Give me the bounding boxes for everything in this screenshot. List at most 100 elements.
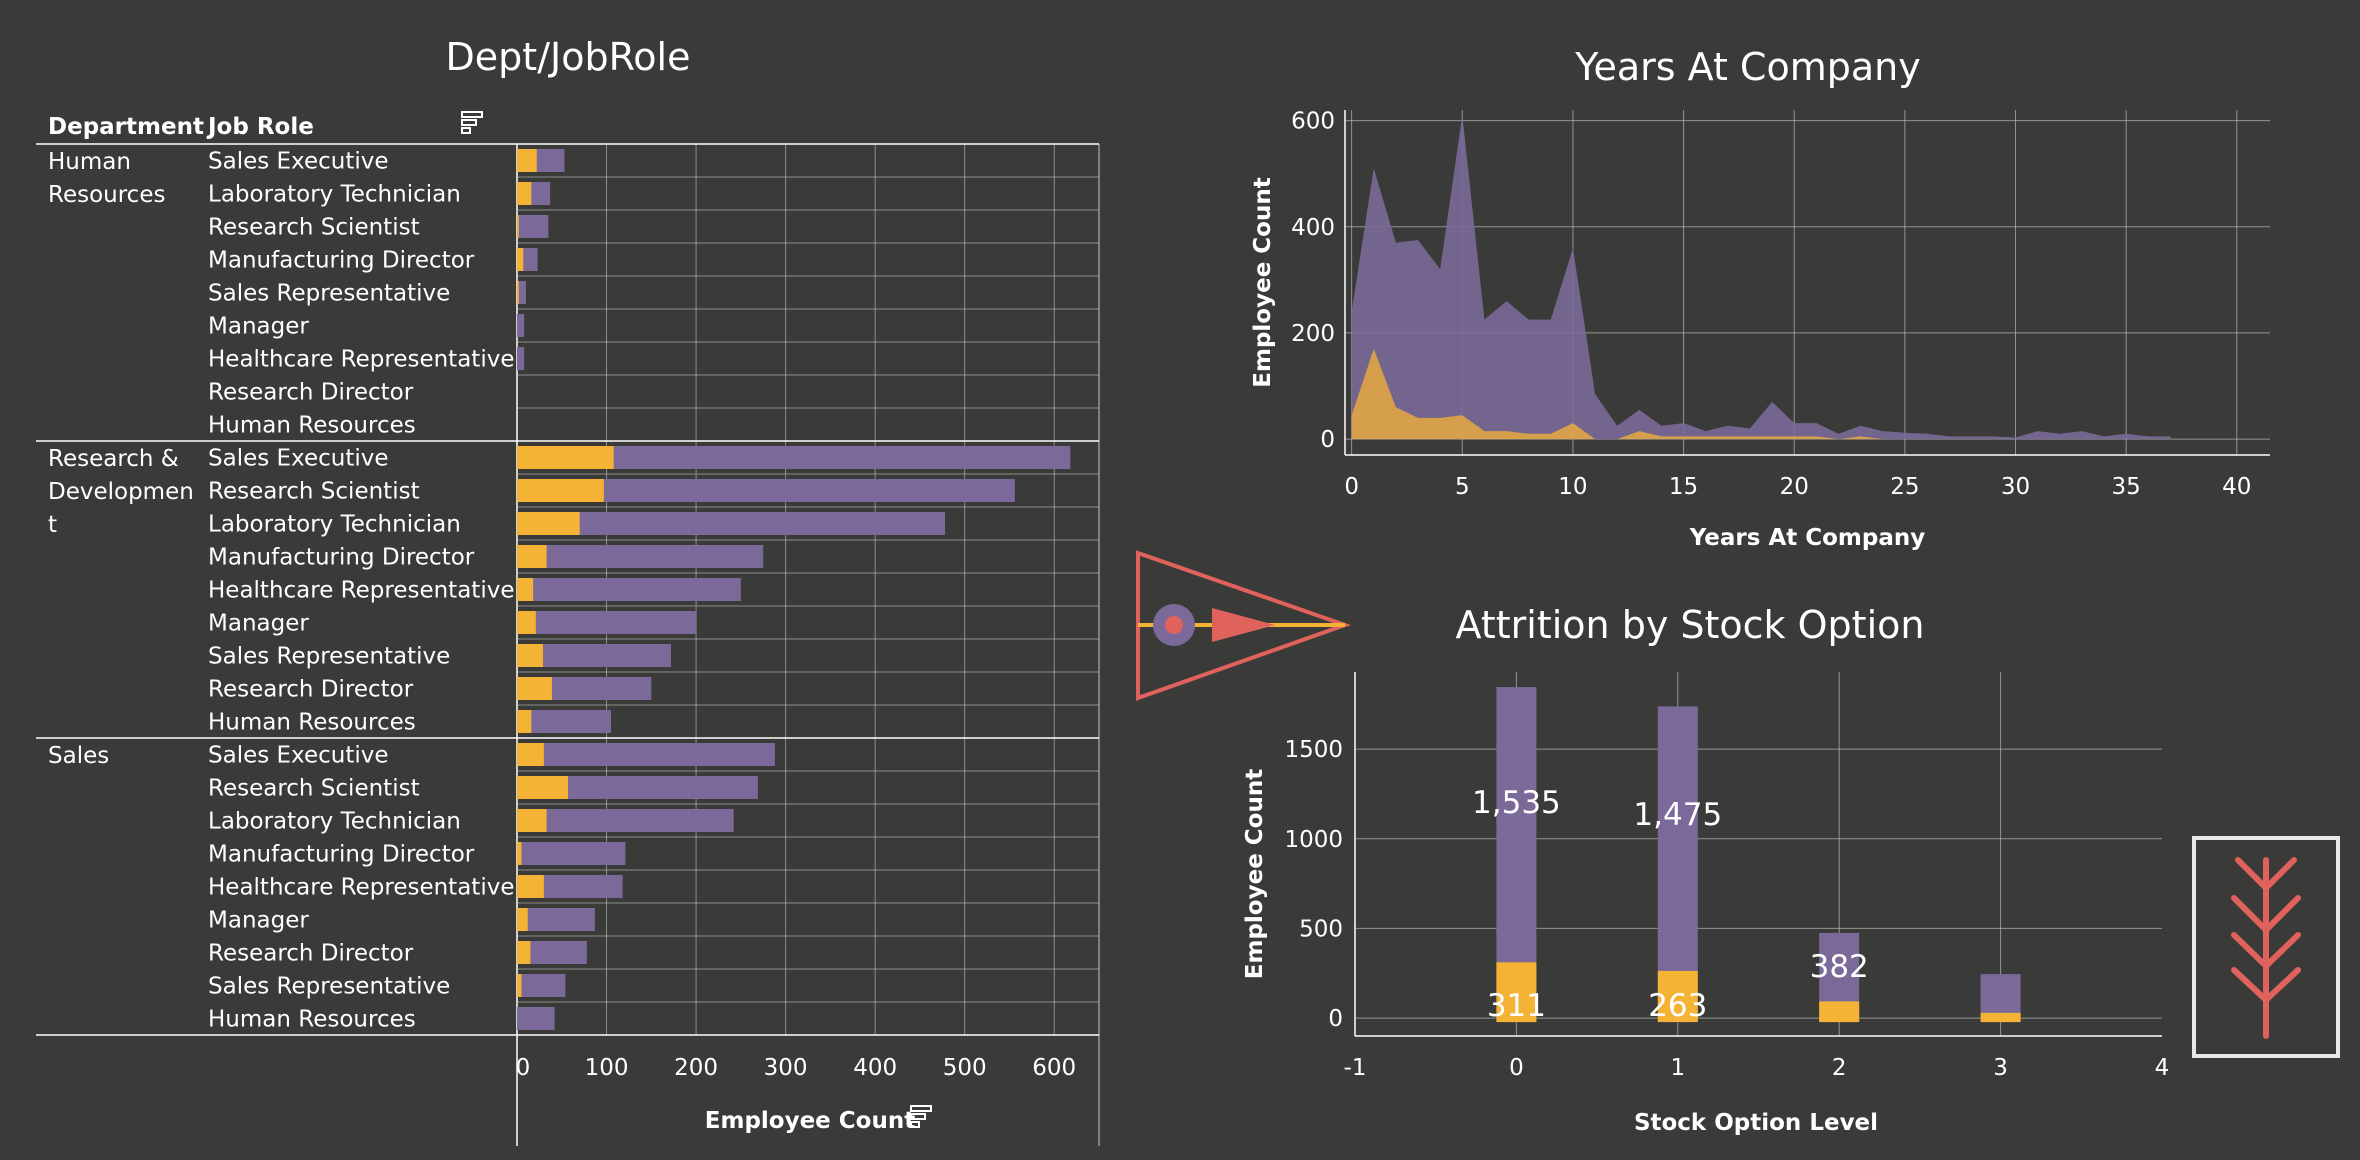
dept-total-bar[interactable] bbox=[517, 908, 595, 931]
dept-total-bar[interactable] bbox=[517, 545, 764, 568]
dept-attrited-bar[interactable] bbox=[517, 710, 532, 733]
dept-total-bar[interactable] bbox=[517, 446, 1071, 469]
stock-attrited-bar[interactable] bbox=[1980, 1012, 2021, 1023]
stock-total-data-label: 1,535 bbox=[1472, 785, 1561, 821]
job-role-label: Manufacturing Director bbox=[208, 248, 475, 274]
job-role-column-header[interactable]: Job Role bbox=[206, 114, 314, 140]
years-y-tick-label: 200 bbox=[1291, 321, 1335, 347]
job-role-label: Manufacturing Director bbox=[208, 545, 475, 571]
dept-attrited-bar[interactable] bbox=[517, 743, 544, 766]
dept-total-bar[interactable] bbox=[517, 743, 775, 766]
job-role-label: Laboratory Technician bbox=[208, 512, 461, 538]
dept-attrited-bar[interactable] bbox=[517, 512, 580, 535]
stock-x-axis-label: Stock Option Level bbox=[1634, 1110, 1878, 1136]
stock-bar-plot: -1 0 1 2 3 40500100015001,5353111,475263382St… bbox=[1242, 672, 2169, 1136]
years-y-tick-label: 400 bbox=[1291, 215, 1335, 241]
stock-attrited-bar[interactable] bbox=[1496, 962, 1537, 1023]
dept-total-bar[interactable] bbox=[517, 710, 612, 733]
dept-total-bar[interactable] bbox=[517, 809, 734, 832]
dept-x-tick-label: 300 bbox=[764, 1055, 808, 1081]
job-role-label: Research Scientist bbox=[208, 479, 420, 505]
stock-x-tick-label: -1 bbox=[1344, 1055, 1367, 1081]
job-role-label: Manufacturing Director bbox=[208, 842, 475, 868]
dept-attrited-bar[interactable] bbox=[517, 215, 519, 238]
dept-total-bar[interactable] bbox=[517, 941, 587, 964]
dept-attrited-bar[interactable] bbox=[517, 974, 522, 997]
years-x-tick-label: 25 bbox=[1890, 474, 1919, 500]
dept-x-tick-label: 400 bbox=[853, 1055, 897, 1081]
dept-attrited-bar[interactable] bbox=[517, 182, 532, 205]
job-role-label: Sales Representative bbox=[208, 974, 450, 1000]
dept-attrited-bar[interactable] bbox=[517, 149, 537, 172]
dept-total-bar[interactable] bbox=[517, 611, 697, 634]
years-panel: Years At Company 0 5 10 15 20 25 30 35 400200400… bbox=[1250, 45, 2270, 551]
years-area-attrited[interactable] bbox=[1351, 348, 2171, 440]
stock-attrited-bar[interactable] bbox=[1657, 970, 1698, 1023]
stock-total-bar[interactable] bbox=[1657, 706, 1698, 1023]
dept-attrited-bar[interactable] bbox=[517, 809, 547, 832]
years-x-tick-label: 5 bbox=[1455, 474, 1470, 500]
dept-total-bar[interactable] bbox=[517, 314, 525, 337]
job-role-label: Research Scientist bbox=[208, 776, 420, 802]
stock-panel: Attrition by Stock Option -1 0 1 2 3 40500100… bbox=[1242, 603, 2169, 1136]
dept-total-bar[interactable] bbox=[517, 215, 549, 238]
dept-attrited-bar[interactable] bbox=[517, 446, 614, 469]
years-x-tick-label: 10 bbox=[1558, 474, 1587, 500]
dept-total-bar[interactable] bbox=[517, 281, 526, 304]
job-role-label: Manager bbox=[208, 611, 309, 637]
tree-logo-icon bbox=[2192, 836, 2340, 1058]
years-x-tick-label: 30 bbox=[2001, 474, 2030, 500]
sort-icon[interactable] bbox=[910, 1105, 932, 1128]
dept-total-bar[interactable] bbox=[517, 512, 945, 535]
dept-attrited-bar[interactable] bbox=[517, 941, 531, 964]
stock-x-tick-label: 2 bbox=[1832, 1055, 1847, 1081]
job-role-label: Research Director bbox=[208, 380, 414, 406]
dept-total-bar[interactable] bbox=[517, 842, 626, 865]
dept-attrited-bar[interactable] bbox=[517, 644, 543, 667]
job-role-label: Research Director bbox=[208, 677, 414, 703]
dept-total-bar[interactable] bbox=[517, 974, 566, 997]
job-role-label: Laboratory Technician bbox=[208, 182, 461, 208]
pennant-logo-icon bbox=[1136, 550, 1352, 701]
dept-total-bar[interactable] bbox=[517, 479, 1015, 502]
job-role-label: Human Resources bbox=[208, 710, 416, 736]
dept-total-bar[interactable] bbox=[517, 578, 741, 601]
dept-attrited-bar[interactable] bbox=[517, 776, 569, 799]
years-chart-title: Years At Company bbox=[1574, 45, 1920, 89]
stock-total-data-label: 382 bbox=[1810, 949, 1869, 985]
dept-total-bar[interactable] bbox=[517, 644, 672, 667]
job-role-label: Sales Executive bbox=[208, 446, 389, 472]
sort-icon[interactable] bbox=[461, 111, 483, 134]
department-column-header[interactable]: Department bbox=[48, 114, 204, 140]
dept-attrited-bar[interactable] bbox=[517, 479, 604, 502]
stock-attrited-bar[interactable] bbox=[1819, 1001, 1860, 1023]
stock-attrited-data-label: 311 bbox=[1487, 988, 1546, 1024]
dept-total-bar[interactable] bbox=[517, 347, 525, 370]
dept-attrited-bar[interactable] bbox=[517, 578, 534, 601]
dept-attrited-bar[interactable] bbox=[517, 611, 536, 634]
job-role-label: Human Resources bbox=[208, 413, 416, 439]
job-role-label: Research Director bbox=[208, 941, 414, 967]
dept-attrited-bar[interactable] bbox=[517, 842, 522, 865]
dept-jobrole-panel: Dept/JobRole Department Job Role 0 100 200… bbox=[36, 35, 1100, 1146]
dept-attrited-bar[interactable] bbox=[517, 248, 524, 271]
job-role-label: Human Resources bbox=[208, 1007, 416, 1033]
stock-y-tick-label: 0 bbox=[1328, 1006, 1343, 1032]
job-role-label: Sales Executive bbox=[208, 743, 389, 769]
dept-total-bar[interactable] bbox=[517, 1007, 555, 1030]
department-label: Sales bbox=[48, 743, 109, 769]
department-label: Human Resources bbox=[48, 149, 165, 208]
dept-attrited-bar[interactable] bbox=[517, 281, 519, 304]
years-x-axis-label: Years At Company bbox=[1689, 525, 1926, 551]
dept-total-bar[interactable] bbox=[517, 776, 758, 799]
job-role-label: Laboratory Technician bbox=[208, 809, 461, 835]
years-x-tick-label: 15 bbox=[1669, 474, 1698, 500]
dept-attrited-bar[interactable] bbox=[517, 875, 544, 898]
years-x-tick-label: 20 bbox=[1780, 474, 1809, 500]
years-area-total[interactable] bbox=[1351, 115, 2171, 440]
dept-attrited-bar[interactable] bbox=[517, 545, 547, 568]
dept-attrited-bar[interactable] bbox=[517, 908, 528, 931]
dept-attrited-bar[interactable] bbox=[517, 677, 552, 700]
